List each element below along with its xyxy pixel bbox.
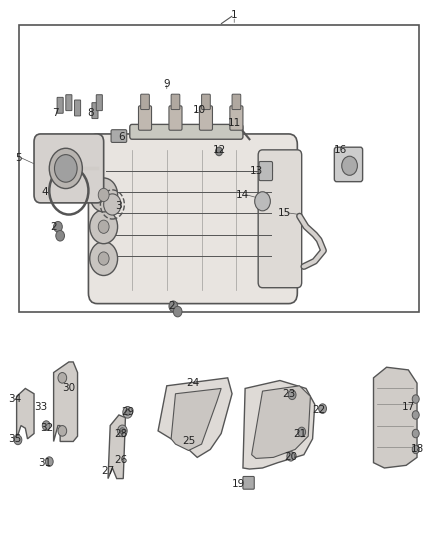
Text: 19: 19	[232, 479, 245, 489]
Text: 4: 4	[42, 187, 48, 197]
Ellipse shape	[98, 252, 109, 265]
Text: 32: 32	[40, 423, 54, 433]
Circle shape	[90, 210, 117, 244]
Circle shape	[123, 407, 132, 418]
Circle shape	[412, 395, 419, 403]
Circle shape	[42, 421, 50, 430]
Circle shape	[53, 221, 62, 232]
FancyBboxPatch shape	[66, 95, 72, 111]
Text: 11: 11	[228, 118, 241, 128]
FancyBboxPatch shape	[259, 161, 272, 181]
FancyBboxPatch shape	[96, 95, 102, 111]
Circle shape	[254, 192, 270, 211]
FancyBboxPatch shape	[34, 134, 104, 203]
Text: 1: 1	[231, 10, 237, 20]
Circle shape	[173, 306, 182, 317]
Text: 24: 24	[186, 378, 200, 388]
FancyBboxPatch shape	[334, 147, 363, 182]
FancyBboxPatch shape	[230, 106, 243, 130]
Text: 5: 5	[15, 153, 22, 163]
Text: 35: 35	[8, 434, 21, 444]
FancyBboxPatch shape	[169, 106, 182, 130]
FancyBboxPatch shape	[232, 94, 241, 110]
Circle shape	[412, 429, 419, 438]
Text: 2: 2	[50, 222, 57, 232]
FancyBboxPatch shape	[57, 98, 63, 114]
Text: 12: 12	[212, 145, 226, 155]
Text: 23: 23	[282, 389, 295, 399]
Circle shape	[342, 156, 357, 175]
FancyBboxPatch shape	[88, 134, 297, 304]
Ellipse shape	[104, 194, 121, 215]
Polygon shape	[374, 367, 417, 468]
Circle shape	[56, 230, 64, 241]
Text: 9: 9	[163, 78, 170, 88]
Polygon shape	[108, 415, 125, 479]
Text: 15: 15	[278, 208, 291, 219]
Circle shape	[49, 148, 82, 189]
Circle shape	[215, 147, 223, 156]
Polygon shape	[243, 381, 315, 469]
FancyBboxPatch shape	[199, 106, 212, 130]
Text: 27: 27	[101, 466, 115, 475]
Text: 13: 13	[249, 166, 263, 176]
Text: 18: 18	[410, 445, 424, 455]
Circle shape	[169, 301, 178, 312]
Circle shape	[319, 404, 326, 414]
Circle shape	[125, 409, 130, 416]
Text: 20: 20	[284, 453, 297, 463]
Circle shape	[412, 445, 419, 454]
Text: 8: 8	[87, 108, 94, 118]
Ellipse shape	[98, 220, 109, 233]
Text: 25: 25	[182, 437, 195, 447]
Circle shape	[46, 457, 53, 466]
FancyBboxPatch shape	[141, 94, 149, 110]
Text: 34: 34	[8, 394, 21, 404]
Circle shape	[287, 451, 295, 461]
Circle shape	[54, 155, 77, 182]
Text: 21: 21	[293, 429, 306, 439]
Circle shape	[120, 427, 125, 434]
Text: 33: 33	[34, 402, 47, 412]
Ellipse shape	[98, 188, 109, 201]
Text: 22: 22	[312, 405, 326, 415]
Text: 10: 10	[193, 105, 206, 115]
FancyBboxPatch shape	[130, 124, 243, 139]
Circle shape	[14, 435, 22, 445]
Text: 31: 31	[38, 458, 52, 467]
Circle shape	[288, 390, 296, 400]
Text: 26: 26	[114, 455, 128, 465]
Polygon shape	[17, 389, 34, 439]
Circle shape	[58, 425, 67, 436]
FancyBboxPatch shape	[243, 477, 254, 489]
Bar	[19, 25, 419, 312]
Polygon shape	[252, 386, 311, 458]
FancyBboxPatch shape	[92, 103, 98, 118]
FancyBboxPatch shape	[171, 94, 180, 110]
FancyBboxPatch shape	[111, 130, 127, 142]
Polygon shape	[158, 378, 232, 457]
Circle shape	[90, 178, 117, 212]
Circle shape	[90, 241, 117, 276]
Text: 30: 30	[62, 383, 75, 393]
Text: 29: 29	[121, 407, 134, 417]
Polygon shape	[171, 389, 221, 450]
Polygon shape	[53, 362, 78, 441]
Circle shape	[298, 427, 306, 437]
Text: 6: 6	[118, 132, 124, 142]
FancyBboxPatch shape	[258, 150, 302, 288]
Text: 14: 14	[237, 190, 250, 200]
Circle shape	[117, 425, 127, 437]
Text: 17: 17	[402, 402, 415, 412]
Text: 7: 7	[53, 108, 59, 118]
FancyBboxPatch shape	[138, 106, 152, 130]
Text: 3: 3	[116, 200, 122, 211]
Circle shape	[58, 373, 67, 383]
Text: 16: 16	[334, 145, 347, 155]
FancyBboxPatch shape	[201, 94, 210, 110]
Text: 2: 2	[168, 301, 174, 311]
Text: 28: 28	[114, 429, 128, 439]
Circle shape	[412, 411, 419, 419]
FancyBboxPatch shape	[74, 100, 81, 116]
